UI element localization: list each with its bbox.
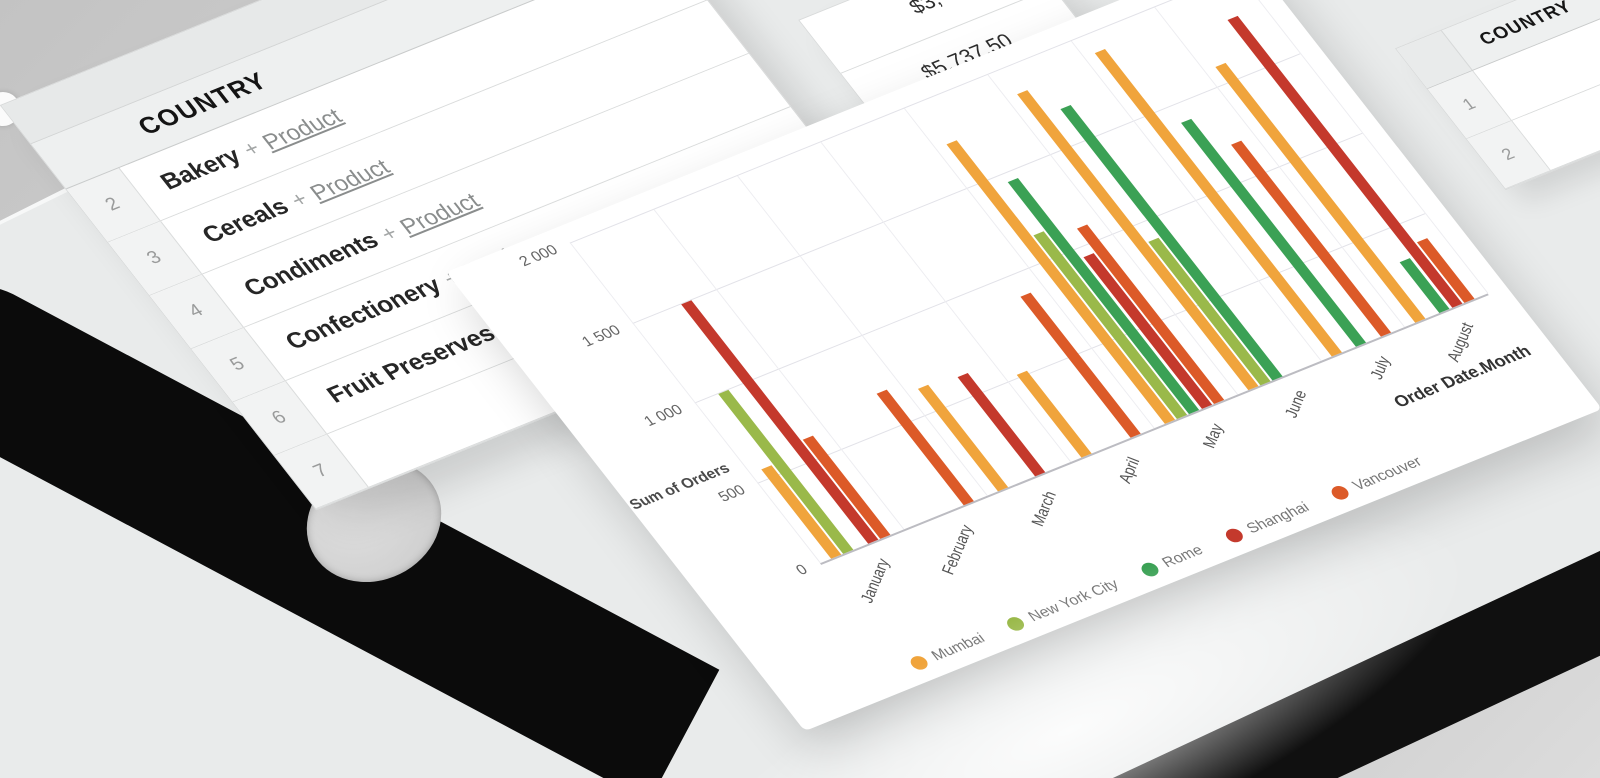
month-label: June <box>1281 387 1311 421</box>
month-label: January <box>857 556 894 606</box>
bar[interactable] <box>1008 178 1200 415</box>
month-label: July <box>1366 353 1395 383</box>
bar[interactable] <box>918 384 1009 492</box>
legend-dot-icon <box>1137 560 1162 579</box>
legend-item[interactable]: Shanghai <box>1222 499 1313 545</box>
y-tick-label: 0 <box>792 561 812 579</box>
legend-dot-icon <box>1222 526 1246 545</box>
y-tick-label: 1 000 <box>640 401 687 430</box>
y-tick-label: 1 500 <box>578 321 624 350</box>
month-label: March <box>1028 488 1061 529</box>
product-link[interactable]: Product <box>394 187 485 239</box>
month-label: April <box>1115 454 1144 486</box>
month-label: February <box>938 522 978 578</box>
bar[interactable] <box>1230 140 1391 337</box>
bar[interactable] <box>946 140 1176 424</box>
legend-item[interactable]: New York City <box>1003 576 1122 634</box>
product-link[interactable]: Product <box>256 102 347 154</box>
product-link[interactable]: Product <box>304 153 395 205</box>
month-label: May <box>1199 421 1228 451</box>
bar[interactable] <box>876 389 974 506</box>
legend-dot-icon <box>907 653 931 672</box>
legend-item[interactable]: Mumbai <box>907 630 988 673</box>
bar[interactable] <box>1016 370 1092 458</box>
legend-item[interactable]: Vancouver <box>1328 454 1426 503</box>
legend-dot-icon <box>1328 483 1352 502</box>
legend-dot-icon <box>1004 614 1028 633</box>
legend-item[interactable]: Rome <box>1137 542 1207 580</box>
